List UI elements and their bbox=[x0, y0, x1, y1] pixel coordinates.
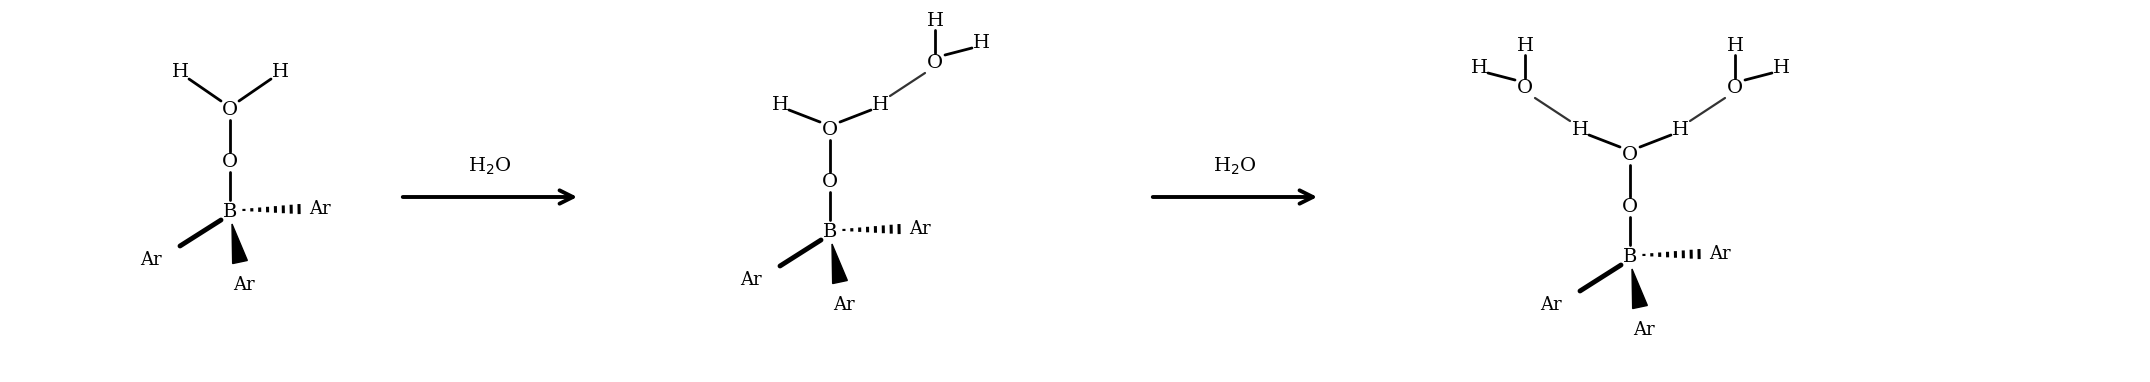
Text: O: O bbox=[1726, 79, 1744, 97]
Text: Ar: Ar bbox=[1539, 296, 1563, 314]
Text: Ar: Ar bbox=[740, 271, 761, 289]
Text: H$_2$O: H$_2$O bbox=[1213, 156, 1258, 177]
Text: H: H bbox=[1772, 59, 1789, 77]
Polygon shape bbox=[832, 244, 847, 283]
Text: H$_2$O: H$_2$O bbox=[469, 156, 512, 177]
Text: H: H bbox=[271, 63, 288, 81]
Text: O: O bbox=[927, 54, 944, 72]
Text: B: B bbox=[224, 203, 236, 221]
Text: Ar: Ar bbox=[232, 276, 256, 294]
Text: O: O bbox=[221, 101, 239, 119]
Text: Ar: Ar bbox=[1634, 321, 1656, 339]
Text: H: H bbox=[1726, 37, 1744, 55]
Text: O: O bbox=[1621, 198, 1638, 216]
Text: Ar: Ar bbox=[909, 220, 931, 238]
Text: O: O bbox=[821, 121, 839, 139]
Text: H: H bbox=[1516, 37, 1533, 55]
Text: B: B bbox=[1623, 248, 1636, 266]
Text: O: O bbox=[221, 153, 239, 171]
Text: O: O bbox=[1518, 79, 1533, 97]
Text: H: H bbox=[972, 34, 989, 52]
Text: B: B bbox=[823, 223, 836, 241]
Text: H: H bbox=[772, 96, 789, 114]
Text: O: O bbox=[1621, 146, 1638, 164]
Text: Ar: Ar bbox=[834, 296, 856, 314]
Text: Ar: Ar bbox=[140, 251, 161, 269]
Text: O: O bbox=[821, 173, 839, 191]
Text: H: H bbox=[172, 63, 189, 81]
Text: Ar: Ar bbox=[1709, 245, 1731, 263]
Text: H: H bbox=[871, 96, 888, 114]
Text: Ar: Ar bbox=[310, 200, 331, 218]
Polygon shape bbox=[232, 224, 247, 264]
Polygon shape bbox=[1632, 269, 1647, 309]
Text: H: H bbox=[1671, 121, 1688, 139]
Text: H: H bbox=[1471, 59, 1488, 77]
Text: H: H bbox=[1572, 121, 1589, 139]
Text: H: H bbox=[927, 12, 944, 30]
